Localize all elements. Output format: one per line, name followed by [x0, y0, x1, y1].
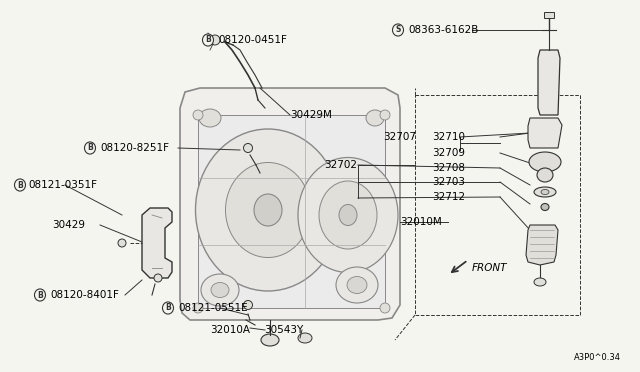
Ellipse shape [339, 205, 357, 225]
Ellipse shape [202, 34, 214, 46]
Ellipse shape [392, 24, 403, 36]
Text: 32710: 32710 [432, 132, 465, 142]
Polygon shape [180, 88, 400, 320]
Ellipse shape [380, 110, 390, 120]
Text: 08120-0451F: 08120-0451F [218, 35, 287, 45]
Text: 08121-0351F: 08121-0351F [28, 180, 97, 190]
Ellipse shape [534, 278, 546, 286]
Ellipse shape [35, 289, 45, 301]
Ellipse shape [298, 333, 312, 343]
Text: 32703: 32703 [432, 177, 465, 187]
Polygon shape [198, 115, 385, 308]
Text: FRONT: FRONT [472, 263, 508, 273]
Polygon shape [142, 208, 172, 278]
Ellipse shape [319, 181, 377, 249]
Ellipse shape [195, 129, 340, 291]
Text: 32708: 32708 [432, 163, 465, 173]
Polygon shape [538, 50, 560, 115]
Ellipse shape [347, 276, 367, 294]
Text: B: B [37, 291, 43, 299]
Ellipse shape [243, 301, 253, 310]
Ellipse shape [534, 187, 556, 197]
Polygon shape [544, 12, 554, 18]
Ellipse shape [243, 144, 253, 153]
Ellipse shape [15, 179, 26, 191]
Ellipse shape [366, 110, 384, 126]
Text: 32010A: 32010A [210, 325, 250, 335]
Text: 32707: 32707 [383, 132, 416, 142]
Ellipse shape [163, 302, 173, 314]
Ellipse shape [225, 163, 310, 257]
Text: 30429M: 30429M [290, 110, 332, 120]
Text: B: B [165, 304, 171, 312]
Ellipse shape [199, 109, 221, 127]
Ellipse shape [529, 152, 561, 172]
Ellipse shape [541, 189, 549, 195]
Text: 32010M: 32010M [400, 217, 442, 227]
Text: 30543Y: 30543Y [264, 325, 303, 335]
Ellipse shape [380, 303, 390, 313]
Text: B: B [205, 35, 211, 45]
Ellipse shape [261, 334, 279, 346]
Text: S: S [396, 26, 401, 35]
Polygon shape [528, 118, 562, 148]
Ellipse shape [154, 274, 162, 282]
Ellipse shape [118, 239, 126, 247]
Text: 32709: 32709 [432, 148, 465, 158]
Text: 08120-8251F: 08120-8251F [100, 143, 169, 153]
Text: 32702: 32702 [324, 160, 357, 170]
Text: B: B [17, 180, 23, 189]
Ellipse shape [541, 203, 549, 211]
Polygon shape [526, 225, 558, 265]
Ellipse shape [537, 168, 553, 182]
Ellipse shape [254, 194, 282, 226]
Text: 08120-8401F: 08120-8401F [50, 290, 119, 300]
Ellipse shape [210, 35, 220, 45]
Ellipse shape [211, 282, 229, 298]
Ellipse shape [336, 267, 378, 303]
Ellipse shape [201, 274, 239, 306]
Ellipse shape [193, 303, 203, 313]
Text: B: B [87, 144, 93, 153]
Text: 08363-6162B: 08363-6162B [408, 25, 478, 35]
Ellipse shape [193, 110, 203, 120]
Text: 32712: 32712 [432, 192, 465, 202]
Text: 30429: 30429 [52, 220, 85, 230]
Ellipse shape [298, 157, 398, 273]
Ellipse shape [84, 142, 95, 154]
Text: A3P0^0.34: A3P0^0.34 [574, 353, 621, 362]
Text: 08121-0551E: 08121-0551E [178, 303, 248, 313]
